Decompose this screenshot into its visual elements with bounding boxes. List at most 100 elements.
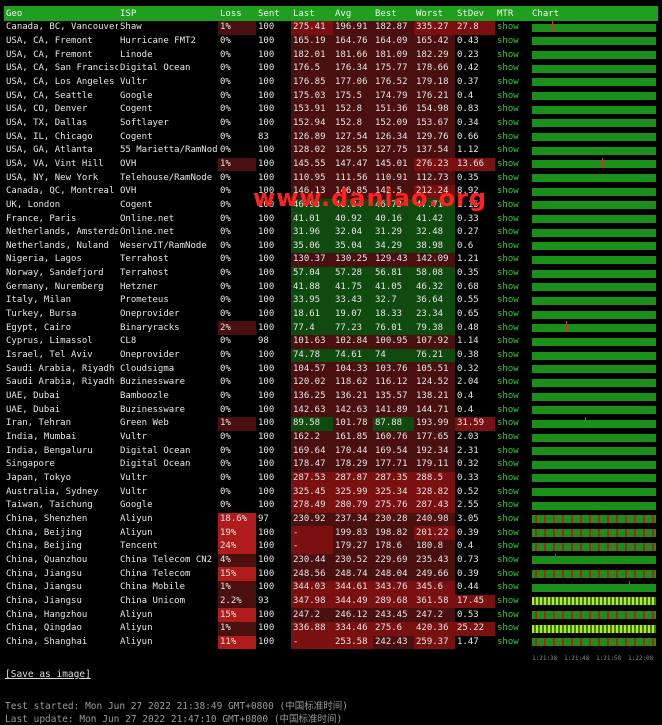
col-header-mtr[interactable]: MTR xyxy=(495,6,530,21)
cell-mtr[interactable]: show xyxy=(497,186,519,197)
cell-avg: 102.84 xyxy=(333,335,373,349)
cell-mtr[interactable]: show xyxy=(497,254,519,265)
col-header-worst[interactable]: Worst xyxy=(414,6,455,21)
cell-last: 130.37 xyxy=(291,253,333,267)
cell-mtr[interactable]: show xyxy=(497,377,519,388)
cell-mtr[interactable]: show xyxy=(497,199,519,210)
cell-isp: Aliyun xyxy=(120,513,153,524)
cell-best: 198.82 xyxy=(373,526,414,540)
col-header-stdev[interactable]: StDev xyxy=(455,6,495,21)
cell-mtr[interactable]: show xyxy=(497,568,519,579)
latency-sparkline xyxy=(532,378,656,387)
cell-mtr[interactable]: show xyxy=(497,213,519,224)
cell-stdev: 0.37 xyxy=(457,76,479,87)
cell-mtr[interactable]: show xyxy=(497,459,519,470)
cell-mtr[interactable]: show xyxy=(497,472,519,483)
cell-geo: Cyprus, Limassol xyxy=(6,336,93,347)
last-update-text: Last update: Mon Jun 27 2022 21:47:10 GM… xyxy=(5,714,343,725)
cell-mtr[interactable]: show xyxy=(497,513,519,524)
cell-loss: 4% xyxy=(218,553,256,568)
cell-mtr[interactable]: show xyxy=(497,131,519,142)
cell-mtr[interactable]: show xyxy=(497,227,519,238)
cell-mtr[interactable]: show xyxy=(497,309,519,320)
cell-mtr[interactable]: show xyxy=(497,350,519,361)
table-row: China, Beijing Tencent 24% 100 -179.27 178.6 1… xyxy=(4,539,658,554)
cell-chart xyxy=(530,62,658,76)
cell-chart xyxy=(530,89,658,103)
cell-isp: China Unicom xyxy=(120,595,186,606)
cell-avg: 246.12 xyxy=(333,608,373,622)
cell-best: 56.81 xyxy=(373,266,414,281)
cell-mtr[interactable]: show xyxy=(497,404,519,415)
cell-mtr[interactable]: show xyxy=(497,117,519,128)
cell-best: 152.09 xyxy=(373,116,414,131)
cell-mtr[interactable]: show xyxy=(497,554,519,565)
cell-stdev: 2.55 xyxy=(457,500,479,511)
cell-stdev: 0.4 xyxy=(457,541,474,552)
cell-mtr[interactable]: show xyxy=(497,145,519,156)
cell-best: 127.75 xyxy=(373,143,414,158)
cell-isp: China Telecom xyxy=(120,568,191,579)
cell-mtr[interactable]: show xyxy=(497,527,519,538)
cell-isp: China Mobile xyxy=(120,582,186,593)
cell-mtr[interactable]: show xyxy=(497,240,519,251)
cell-geo: China, Jiangsu xyxy=(6,568,82,579)
cell-mtr[interactable]: show xyxy=(497,432,519,443)
cell-mtr[interactable]: show xyxy=(497,90,519,101)
cell-stdev: 0.32 xyxy=(457,459,479,470)
col-header-loss[interactable]: Loss xyxy=(218,6,256,21)
save-as-image-link[interactable]: [Save as image] xyxy=(5,669,91,680)
cell-avg: 178.29 xyxy=(333,458,373,472)
cell-mtr[interactable]: show xyxy=(497,295,519,306)
col-header-last[interactable]: Last xyxy=(291,6,333,21)
cell-mtr[interactable]: show xyxy=(497,76,519,87)
cell-mtr[interactable]: show xyxy=(497,595,519,606)
col-header-avg[interactable]: Avg xyxy=(333,6,373,21)
cell-last: 336.88 xyxy=(291,621,333,636)
cell-mtr[interactable]: show xyxy=(497,322,519,333)
latency-sparkline xyxy=(532,570,656,579)
cell-mtr[interactable]: show xyxy=(497,63,519,74)
cell-mtr[interactable]: show xyxy=(497,623,519,634)
cell-mtr[interactable]: show xyxy=(497,418,519,429)
latency-sparkline xyxy=(532,37,656,46)
cell-best: 135.57 xyxy=(373,389,414,404)
cell-worst: 46.32 xyxy=(414,280,455,295)
cell-mtr[interactable]: show xyxy=(497,336,519,347)
cell-mtr[interactable]: show xyxy=(497,445,519,456)
cell-last: - xyxy=(291,526,333,540)
cell-loss: 0% xyxy=(220,172,231,183)
col-header-isp[interactable]: ISP xyxy=(118,6,218,21)
cell-mtr[interactable]: show xyxy=(497,500,519,511)
cell-mtr[interactable]: show xyxy=(497,609,519,620)
cell-mtr[interactable]: show xyxy=(497,636,519,647)
cell-loss: 0% xyxy=(220,500,231,511)
cell-mtr[interactable]: show xyxy=(497,363,519,374)
cell-mtr[interactable]: show xyxy=(497,35,519,46)
cell-mtr[interactable]: show xyxy=(497,49,519,60)
cell-isp: Online.net xyxy=(120,227,175,238)
col-header-best[interactable]: Best xyxy=(373,6,414,21)
cell-mtr[interactable]: show xyxy=(497,104,519,115)
cell-mtr[interactable]: show xyxy=(497,486,519,497)
cell-mtr[interactable]: show xyxy=(497,158,519,169)
col-header-geo[interactable]: Geo xyxy=(4,6,118,21)
cell-stdev: 0.65 xyxy=(457,309,479,320)
cell-mtr[interactable]: show xyxy=(497,281,519,292)
cell-mtr[interactable]: show xyxy=(497,391,519,402)
cell-loss: 0% xyxy=(220,295,231,306)
cell-loss: 0% xyxy=(220,90,231,101)
cell-mtr[interactable]: show xyxy=(497,582,519,593)
cell-geo: France, Paris xyxy=(6,213,77,224)
cell-mtr[interactable]: show xyxy=(497,541,519,552)
cell-chart xyxy=(530,308,658,322)
cell-isp: Vultr xyxy=(120,486,148,497)
cell-worst: 201.22 xyxy=(414,526,455,540)
cell-mtr[interactable]: show xyxy=(497,172,519,183)
cell-avg: 118.62 xyxy=(333,376,373,390)
col-header-sent[interactable]: Sent xyxy=(256,6,291,21)
col-header-chart[interactable]: Chart xyxy=(530,6,658,21)
cell-mtr[interactable]: show xyxy=(497,22,519,33)
cell-worst: 420.36 xyxy=(414,621,455,636)
cell-mtr[interactable]: show xyxy=(497,268,519,279)
